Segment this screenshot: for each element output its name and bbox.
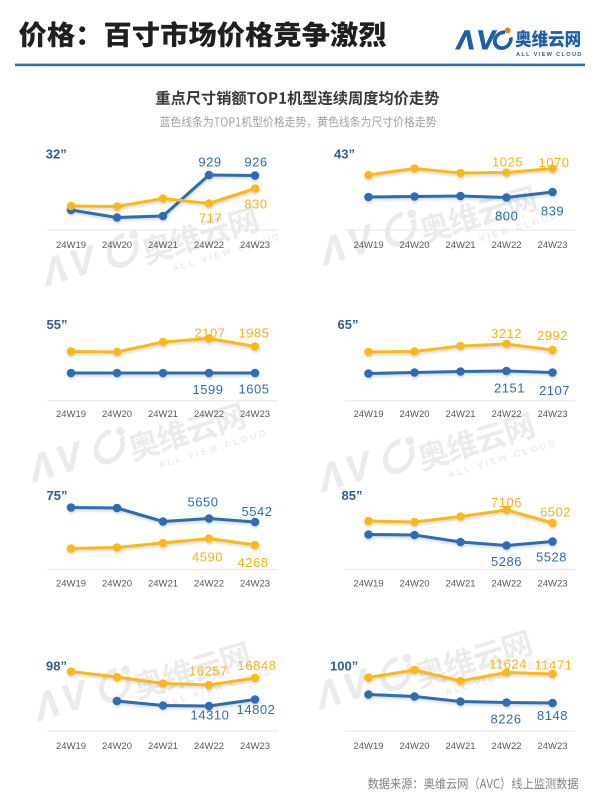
svg-text:24W22: 24W22 <box>194 741 224 752</box>
svg-text:ALL VIEW CLOUD: ALL VIEW CLOUD <box>516 52 583 58</box>
svg-text:24W23: 24W23 <box>240 741 270 752</box>
svg-text:24W20: 24W20 <box>399 240 429 251</box>
svg-text:3212: 3212 <box>491 326 522 341</box>
svg-text:5528: 5528 <box>536 550 567 565</box>
svg-text:24W20: 24W20 <box>399 578 429 589</box>
svg-text:98”: 98” <box>46 659 67 674</box>
svg-text:14310: 14310 <box>191 708 230 723</box>
svg-text:2992: 2992 <box>537 328 568 343</box>
svg-text:24W23: 24W23 <box>537 240 567 251</box>
svg-text:100”: 100” <box>330 659 358 674</box>
svg-text:24W21: 24W21 <box>445 409 475 420</box>
svg-text:5542: 5542 <box>241 504 272 519</box>
svg-text:11471: 11471 <box>535 658 573 673</box>
svg-text:830: 830 <box>244 197 267 212</box>
svg-text:717: 717 <box>199 211 222 226</box>
svg-text:1070: 1070 <box>538 155 569 170</box>
svg-text:24W20: 24W20 <box>102 409 132 420</box>
svg-text:24W23: 24W23 <box>240 578 270 589</box>
svg-text:24W22: 24W22 <box>491 240 521 251</box>
svg-text:2107: 2107 <box>539 383 570 398</box>
svg-text:24W19: 24W19 <box>56 240 86 251</box>
svg-text:24W21: 24W21 <box>148 409 178 420</box>
svg-text:65”: 65” <box>338 317 359 332</box>
svg-text:1605: 1605 <box>238 382 269 397</box>
svg-text:1985: 1985 <box>238 326 269 341</box>
svg-text:24W22: 24W22 <box>194 409 224 420</box>
svg-text:2151: 2151 <box>494 381 525 396</box>
svg-text:16257: 16257 <box>189 664 228 679</box>
svg-text:24W20: 24W20 <box>399 741 429 752</box>
svg-text:5286: 5286 <box>491 554 522 569</box>
svg-text:24W21: 24W21 <box>445 741 475 752</box>
svg-text:8226: 8226 <box>490 712 521 727</box>
svg-text:24W19: 24W19 <box>353 240 383 251</box>
svg-text:24W22: 24W22 <box>194 578 224 589</box>
svg-text:24W19: 24W19 <box>56 578 86 589</box>
svg-text:24W20: 24W20 <box>102 741 132 752</box>
svg-text:1025: 1025 <box>492 155 523 170</box>
svg-text:24W23: 24W23 <box>240 240 270 251</box>
svg-text:24W22: 24W22 <box>491 741 521 752</box>
svg-text:24W21: 24W21 <box>148 578 178 589</box>
svg-text:24W21: 24W21 <box>148 741 178 752</box>
svg-text:4590: 4590 <box>192 550 223 565</box>
svg-text:24W22: 24W22 <box>491 578 521 589</box>
svg-text:24W21: 24W21 <box>445 578 475 589</box>
svg-text:5650: 5650 <box>187 495 218 510</box>
svg-text:24W19: 24W19 <box>353 741 383 752</box>
svg-text:24W20: 24W20 <box>102 240 132 251</box>
svg-text:16848: 16848 <box>238 658 277 673</box>
svg-text:24W20: 24W20 <box>399 409 429 420</box>
svg-text:839: 839 <box>541 204 564 219</box>
svg-text:926: 926 <box>244 155 267 170</box>
svg-text:85”: 85” <box>342 488 363 503</box>
svg-text:14802: 14802 <box>237 702 276 717</box>
svg-text:24W20: 24W20 <box>102 578 132 589</box>
svg-text:24W22: 24W22 <box>491 409 521 420</box>
svg-text:55”: 55” <box>47 317 68 332</box>
svg-text:24W23: 24W23 <box>537 741 567 752</box>
svg-text:929: 929 <box>198 155 221 170</box>
svg-text:24W23: 24W23 <box>537 409 567 420</box>
svg-text:43”: 43” <box>334 146 355 161</box>
svg-text:24W19: 24W19 <box>56 409 86 420</box>
svg-text:1599: 1599 <box>192 382 223 397</box>
svg-text:7106: 7106 <box>491 495 522 510</box>
svg-text:24W19: 24W19 <box>353 409 383 420</box>
svg-text:24W23: 24W23 <box>240 409 270 420</box>
svg-text:24W19: 24W19 <box>56 741 86 752</box>
svg-text:32”: 32” <box>46 146 67 161</box>
svg-text:2107: 2107 <box>194 326 225 341</box>
svg-text:24W19: 24W19 <box>353 578 383 589</box>
svg-text:8148: 8148 <box>537 708 568 723</box>
svg-text:75”: 75” <box>47 488 68 503</box>
svg-text:24W21: 24W21 <box>445 240 475 251</box>
svg-text:11624: 11624 <box>489 657 527 672</box>
svg-text:800: 800 <box>495 208 518 223</box>
svg-text:24W21: 24W21 <box>148 240 178 251</box>
svg-text:24W23: 24W23 <box>537 578 567 589</box>
svg-text:24W22: 24W22 <box>194 240 224 251</box>
svg-text:4268: 4268 <box>237 555 268 570</box>
svg-text:6502: 6502 <box>540 505 571 520</box>
